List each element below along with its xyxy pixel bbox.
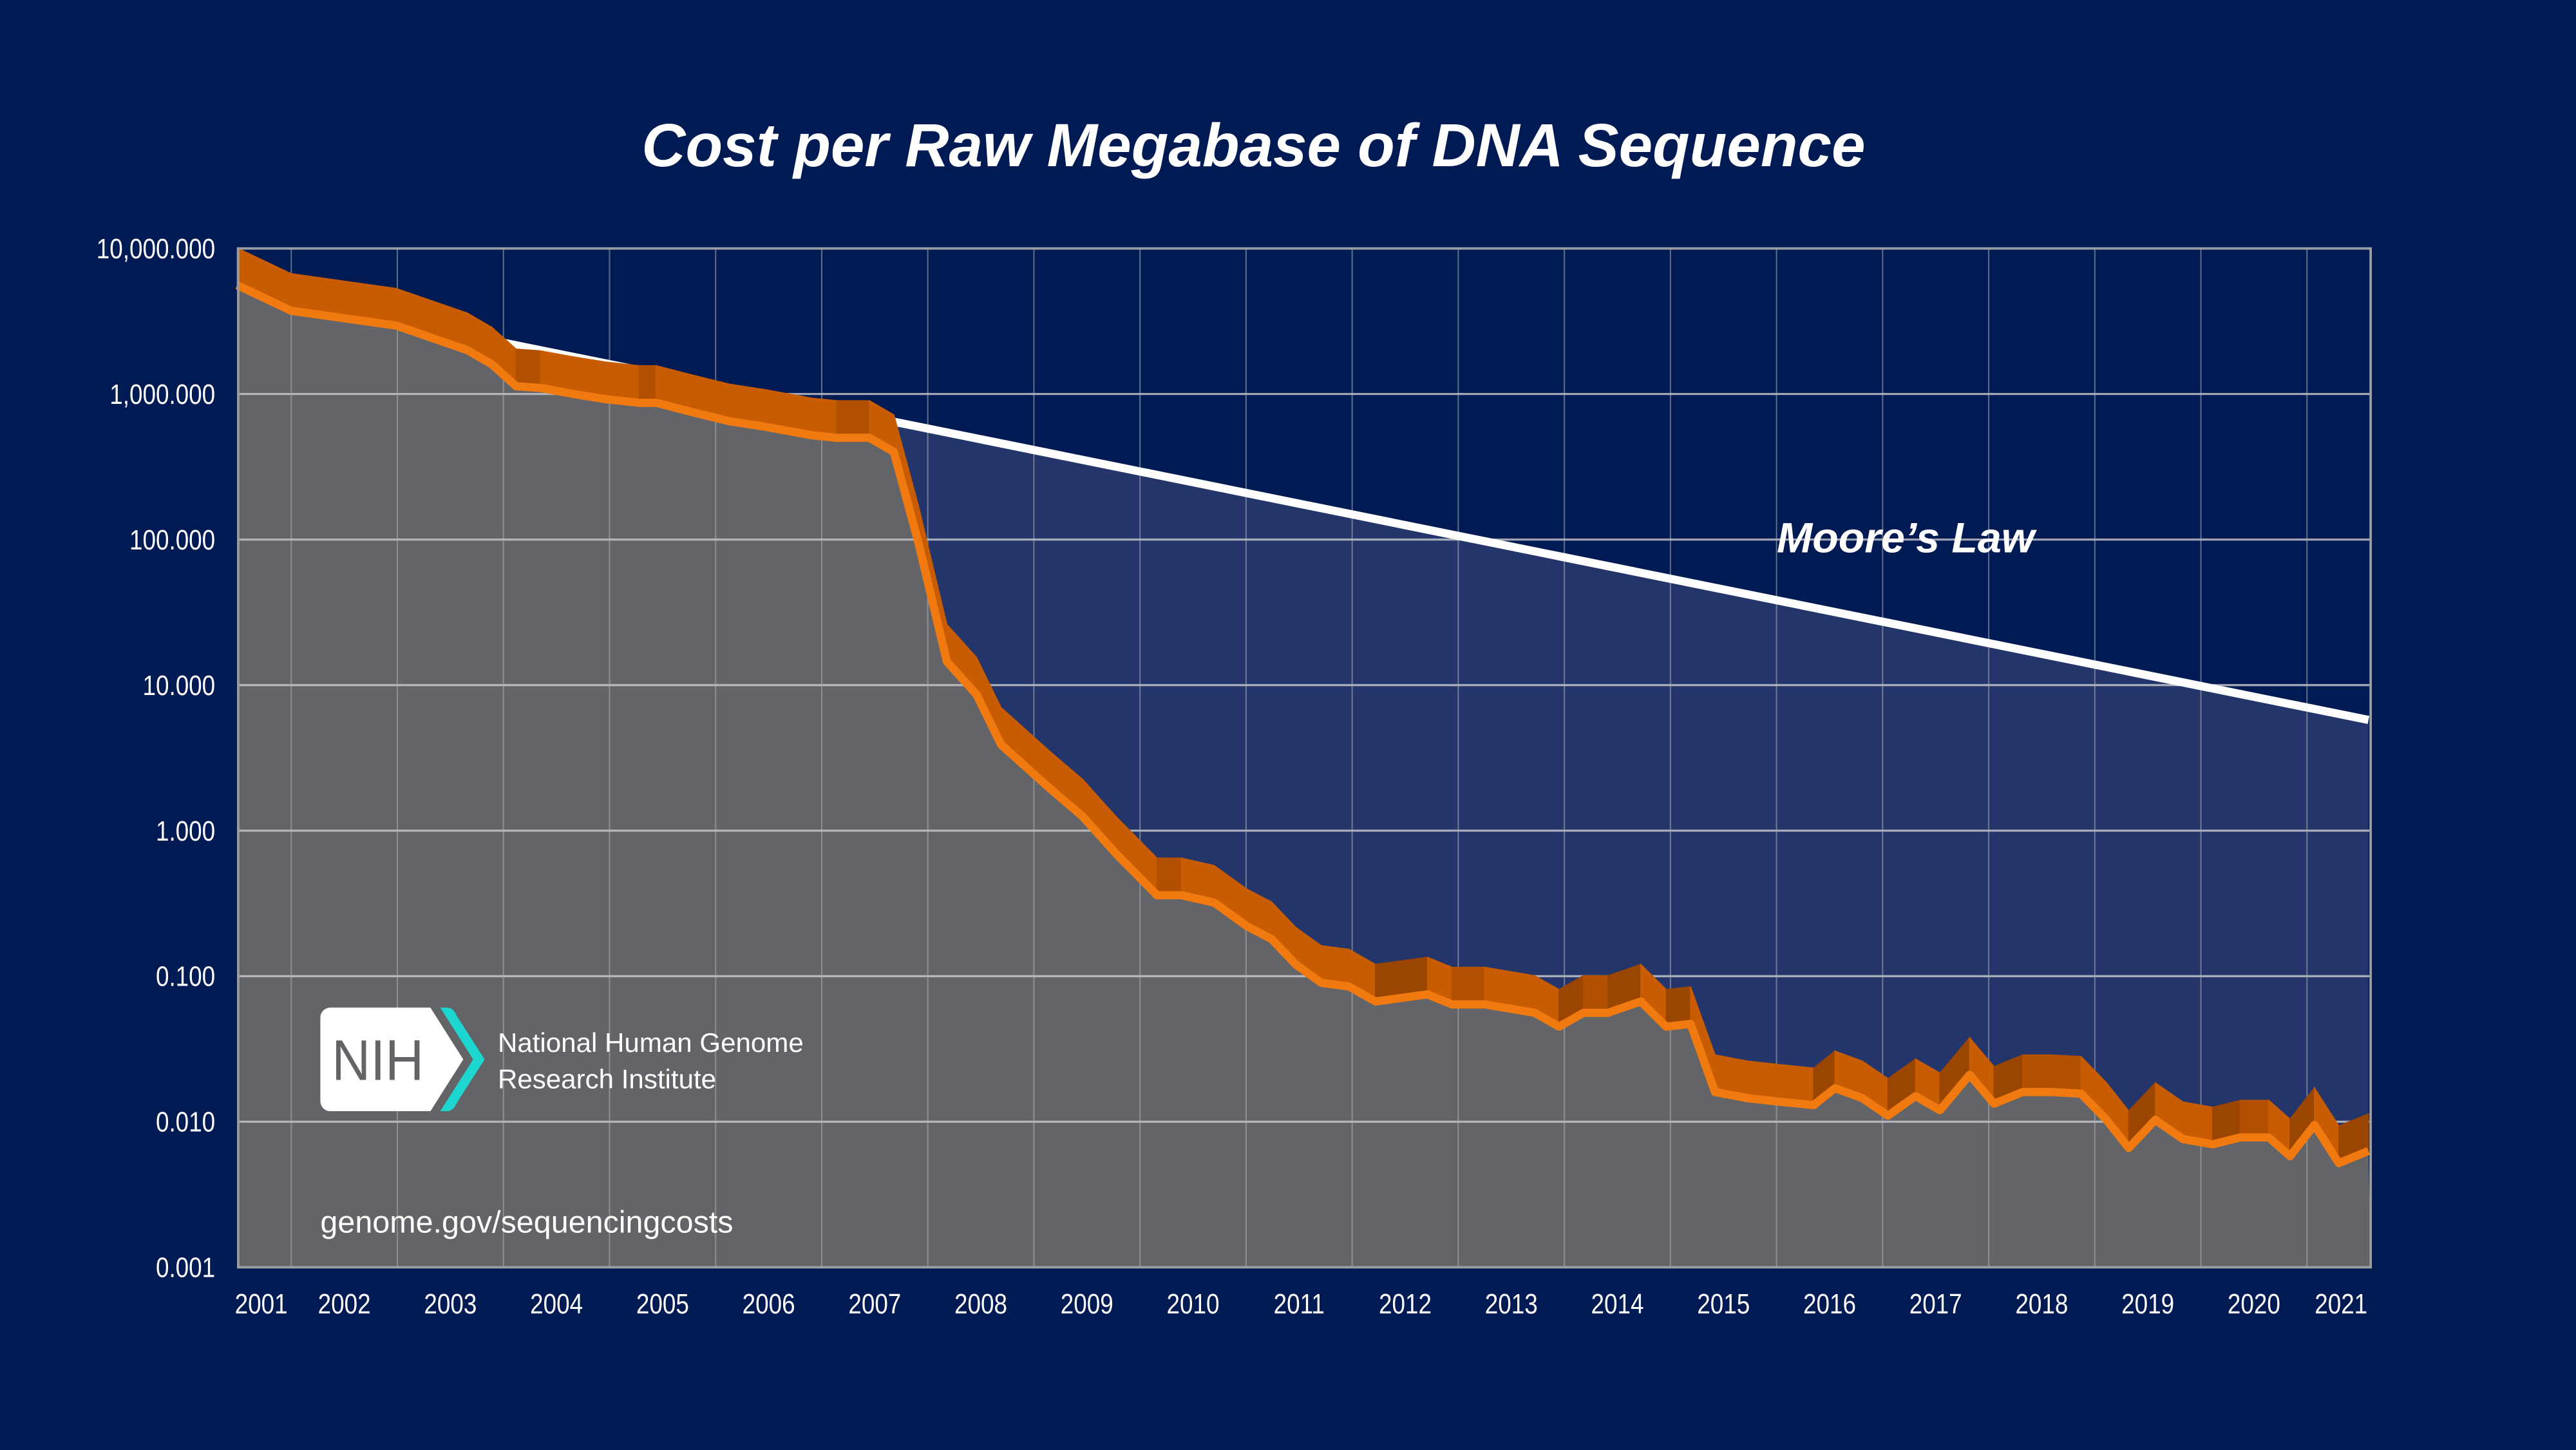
cost-data-point: [1321, 982, 1322, 984]
x-tick-label: 2005: [636, 1288, 689, 1319]
x-tick-label: 2010: [1167, 1288, 1220, 1319]
y-tick-label: 10,000.000: [97, 233, 215, 264]
x-tick-label: 2004: [530, 1288, 583, 1319]
y-axis: 10,000.000 1,000.000 100.000 10.000 1.000 0.1…: [97, 233, 215, 1283]
x-tick-label: 2009: [1061, 1288, 1113, 1319]
cost-data-point: [1271, 939, 1272, 940]
cost-data-point: [396, 325, 397, 326]
x-tick-label: 2017: [1909, 1288, 1962, 1319]
cost-line: [235, 281, 2371, 1167]
y-tick-label: 0.100: [156, 961, 215, 992]
cost-band-segment: [638, 365, 657, 404]
series-layer: [235, 247, 2371, 1167]
y-tick-label: 0.010: [156, 1107, 215, 1138]
cost-data-point: [1115, 853, 1116, 854]
x-tick-label: 2003: [424, 1288, 477, 1319]
cost-band-segment: [515, 348, 542, 389]
x-tick-label: 2013: [1485, 1288, 1538, 1319]
cost-data-point: [2128, 1147, 2129, 1149]
org-name-line2: Research Institute: [498, 1064, 716, 1094]
cost-data-point: [869, 437, 870, 438]
cost-data-point: [1484, 1004, 1485, 1005]
cost-data-point: [1427, 994, 1428, 995]
x-tick-label: 2001: [235, 1288, 288, 1319]
x-tick-label: 2007: [848, 1288, 901, 1319]
moores-law-gap-area: [491, 327, 2369, 1126]
x-tick-label: 2006: [743, 1288, 795, 1319]
cost-data-point: [688, 411, 690, 412]
cost-area-fill: [237, 285, 2371, 1268]
cost-band-segment: [2050, 1054, 2082, 1094]
plot-area: [237, 285, 2371, 1268]
x-axis: 2001 2002 2003 2004 2005 2006 2007 2008 2009 2010…: [235, 1288, 2368, 1319]
cost-band-segment: [1156, 857, 1182, 896]
x-tick-label: 2016: [1803, 1288, 1856, 1319]
x-tick-label: 2014: [1591, 1288, 1643, 1319]
cost-data-point: [1214, 902, 1215, 903]
cost-data-point: [729, 421, 730, 422]
org-name-line1: National Human Genome: [498, 1027, 804, 1058]
cost-data-point: [1969, 1074, 1970, 1075]
cost-band-segment: [1451, 966, 1486, 1005]
x-tick-label: 2002: [318, 1288, 371, 1319]
y-tick-label: 10.000: [142, 670, 215, 701]
plot-border: [236, 247, 2372, 1269]
y-tick-label: 0.001: [156, 1252, 215, 1283]
cost-data-point: [2212, 1144, 2213, 1145]
cost-band-segment: [2022, 1054, 2052, 1093]
y-tick-label: 1,000.000: [109, 379, 215, 410]
nih-logo-chevron-icon: [440, 1007, 485, 1111]
x-tick-label: 2019: [2121, 1288, 2174, 1319]
nih-logo: NIH National Human Genome Research Insti…: [320, 1007, 804, 1111]
moores-law-label: Moore’s Law: [1777, 515, 2038, 562]
cost-data-point: [606, 399, 607, 400]
x-tick-label: 2012: [1379, 1288, 1432, 1319]
source-url[interactable]: genome.gov/sequencingcosts: [320, 1205, 733, 1240]
y-tick-label: 1.000: [156, 816, 215, 846]
cost-band-segment: [836, 400, 870, 439]
cost-data-point: [291, 310, 292, 311]
x-tick-label: 2020: [2228, 1288, 2280, 1319]
nih-logo-badge: [320, 1007, 464, 1111]
cost-band-segment: [1583, 975, 1609, 1014]
cost-data-point: [2289, 1156, 2291, 1157]
y-tick-label: 100.000: [129, 524, 215, 555]
nih-logo-text: NIH: [332, 1028, 424, 1092]
cost-data-point: [1862, 1098, 1863, 1099]
chart-title: Cost per Raw Megabase of DNA Sequence: [641, 112, 1865, 180]
cost-band-segment: [2239, 1100, 2269, 1138]
cost-data-point: [491, 364, 492, 365]
cost-data-point: [1640, 1001, 1641, 1002]
x-tick-label: 2015: [1697, 1288, 1750, 1319]
cost-data-point: [811, 435, 813, 436]
x-tick-label: 2021: [2315, 1288, 2367, 1319]
x-tick-label: 2008: [954, 1288, 1007, 1319]
x-tick-label: 2011: [1274, 1288, 1325, 1319]
x-tick-label: 2018: [2015, 1288, 2068, 1319]
cost-data-point: [976, 694, 977, 695]
